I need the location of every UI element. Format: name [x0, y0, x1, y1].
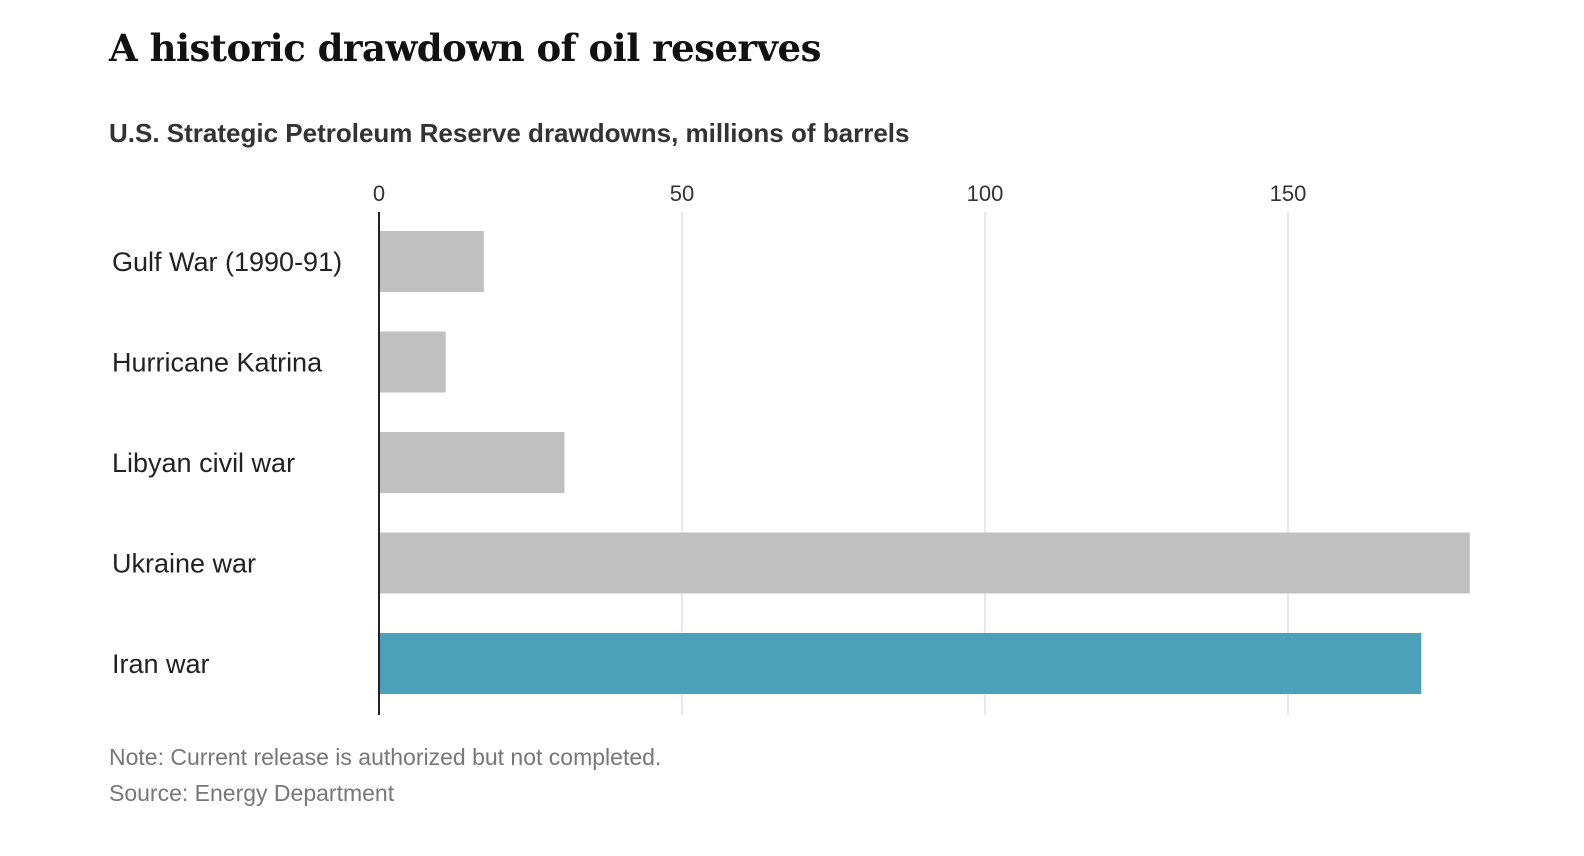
category-label: Hurricane Katrina — [112, 348, 323, 378]
bar — [379, 331, 446, 393]
x-tick-label: 100 — [967, 181, 1004, 206]
x-tick-label: 0 — [373, 181, 385, 206]
bar — [379, 532, 1470, 594]
category-label: Iran war — [112, 649, 210, 679]
x-tick-label: 50 — [670, 181, 694, 206]
bar — [379, 633, 1422, 694]
chart-title: A historic drawdown of oil reserves — [109, 26, 821, 70]
category-label: Libyan civil war — [112, 448, 295, 478]
x-tick-label: 150 — [1270, 181, 1307, 206]
category-label: Ukraine war — [112, 549, 256, 579]
chart-subtitle: U.S. Strategic Petroleum Reserve drawdow… — [109, 118, 910, 148]
bar — [379, 432, 565, 493]
category-label: Gulf War (1990-91) — [112, 247, 342, 277]
bar — [379, 231, 484, 292]
chart-source: Source: Energy Department — [109, 780, 395, 806]
chart-note: Note: Current release is authorized but … — [109, 744, 662, 770]
